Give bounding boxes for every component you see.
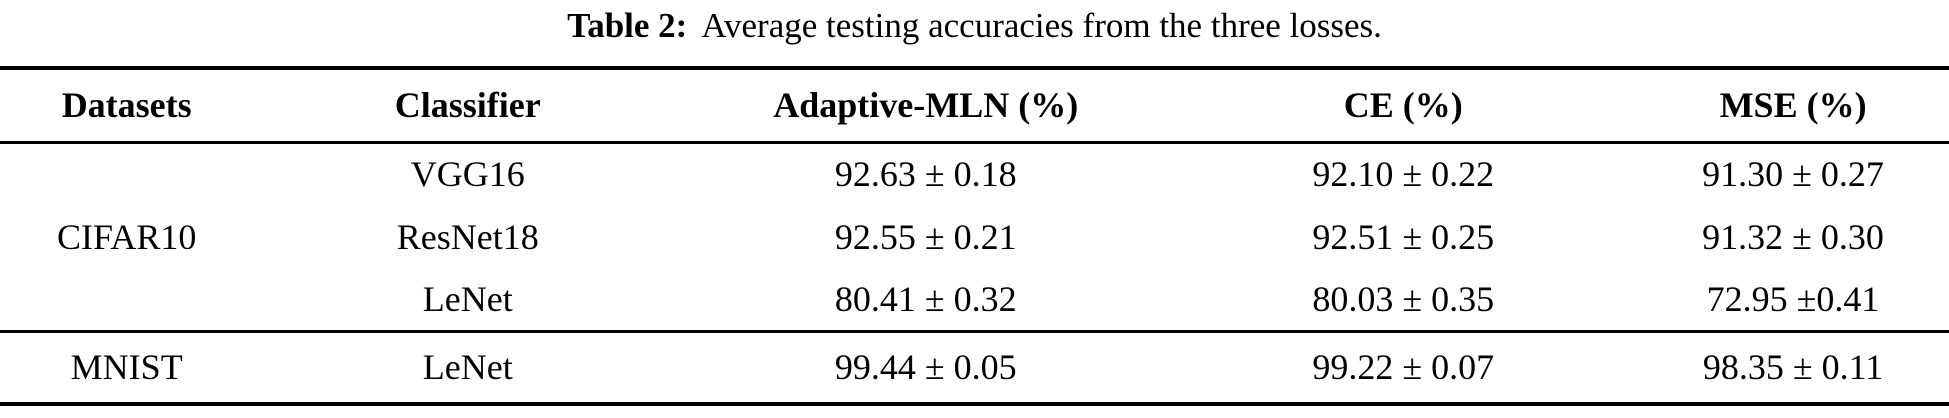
classifier-cell: LeNet [422,278,513,319]
ce-cell: 92.51 ± 0.25 [1312,216,1495,257]
adaptive-mln-cell: 92.63 ± 0.18 [834,154,1017,195]
ce-cell: 92.10 ± 0.22 [1312,154,1495,195]
table-group-cifar10: CIFAR10 VGG16 92.63 ± 0.18 92.10 ± 0.22 91.3… [0,142,1949,331]
header-row: Datasets Classifier Adaptive-MLN (%) CE … [0,68,1949,144]
column-header-ce: CE (%) [1169,68,1638,144]
mse-cell: 72.95 ±0.41 [1706,278,1880,319]
mse-cell: 91.32 ± 0.30 [1702,216,1884,257]
column-header-mse: MSE (%) [1637,68,1949,144]
table-caption: Table 2: Average testing accuracies from … [0,0,1949,66]
classifier-cell: VGG16 [410,154,525,195]
mse-cell: 98.35 ± 0.11 [1702,347,1884,388]
column-header-adaptive-mln: Adaptive-MLN (%) [682,68,1170,144]
table-header: Datasets Classifier Adaptive-MLN (%) CE … [0,68,1949,144]
adaptive-mln-cell: 80.41 ± 0.32 [834,278,1017,319]
adaptive-mln-cell: 92.55 ± 0.21 [834,216,1017,257]
ce-cell: 80.03 ± 0.35 [1312,278,1495,319]
table-row: MNIST LeNet 99.44 ± 0.05 99.22 ± 0.07 98.35 … [0,331,1949,404]
table-row: LeNet 80.41 ± 0.32 80.03 ± 0.35 72.95 ±0.41 [0,268,1949,331]
ce-cell: 99.22 ± 0.07 [1312,347,1495,388]
column-header-classifier: Classifier [253,68,683,144]
classifier-cell: ResNet18 [396,216,539,257]
results-table: Datasets Classifier Adaptive-MLN (%) CE … [0,66,1949,406]
adaptive-mln-cell: 99.44 ± 0.05 [834,347,1017,388]
table-row: CIFAR10 VGG16 92.63 ± 0.18 92.10 ± 0.22 91.3… [0,142,1949,256]
table-caption-label: Table 2: [567,6,688,45]
table-group-mnist: MNIST LeNet 99.44 ± 0.05 99.22 ± 0.07 98.35 … [0,331,1949,404]
dataset-cell: MNIST [70,347,183,388]
dataset-cell: CIFAR10 [57,216,197,257]
column-header-datasets: Datasets [0,68,254,144]
classifier-cell: LeNet [422,347,513,388]
mse-cell: 91.30 ± 0.27 [1702,154,1884,195]
table-caption-text: Average testing accuracies from the thre… [701,6,1382,45]
table-row: ResNet18 92.55 ± 0.21 92.51 ± 0.25 91.32 ± … [0,205,1949,268]
